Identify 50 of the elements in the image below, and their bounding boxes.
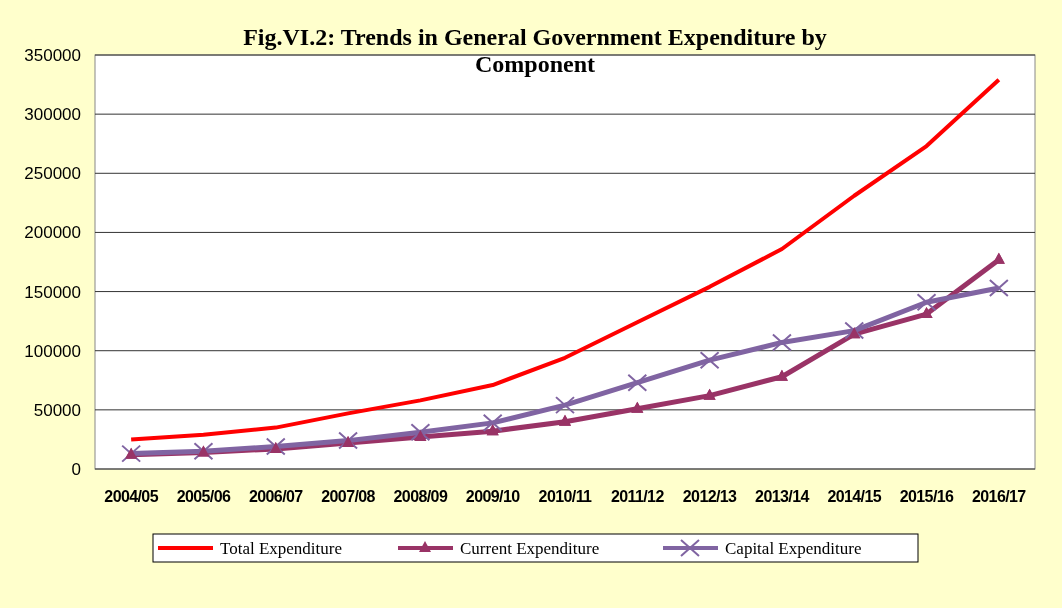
x-tick-label: 2011/12: [610, 488, 665, 505]
x-tick-label: 2004/05: [104, 488, 159, 505]
point: [988, 279, 1009, 298]
legend-label: Current Expenditure: [460, 538, 600, 558]
point: [265, 437, 286, 456]
x-tick-label: 2006/07: [248, 488, 304, 505]
point: [627, 373, 648, 392]
point: [775, 369, 788, 381]
point: [555, 396, 575, 415]
line-series: [129, 77, 1001, 442]
point: [631, 401, 644, 413]
x-tick-label: 2015/16: [899, 488, 955, 505]
x-tick-label: 2016/17: [972, 488, 1027, 505]
point: [193, 442, 214, 461]
y-tick-label: 300000: [24, 105, 81, 125]
point: [338, 431, 359, 450]
x-tick-label: 2007/08: [321, 488, 376, 505]
point: [269, 441, 282, 453]
point: [125, 447, 138, 459]
point: [771, 333, 792, 352]
x-tick-label: 2013/14: [755, 488, 810, 505]
x-tick-label: 2012/13: [682, 488, 738, 505]
point: [410, 423, 431, 442]
y-tick-label: 100000: [24, 341, 81, 361]
x-tick-label: 2009/10: [465, 488, 521, 505]
y-tick-label: 200000: [24, 223, 81, 243]
point: [414, 430, 427, 442]
y-tick-label: 150000: [24, 282, 81, 302]
point: [342, 435, 355, 447]
legend-label: Total Expenditure: [220, 538, 343, 558]
point: [121, 444, 142, 463]
y-tick-label: 0: [71, 459, 81, 479]
point: [848, 327, 861, 339]
point: [559, 414, 571, 426]
point: [486, 424, 499, 436]
point: [703, 388, 716, 400]
legend-label: Capital Expenditure: [725, 538, 862, 558]
point: [482, 413, 503, 432]
y-tick-label: 350000: [24, 45, 81, 65]
y-tick-label: 250000: [24, 164, 81, 184]
x-tick-label: 2008/09: [393, 488, 448, 505]
point: [844, 321, 865, 340]
point: [197, 445, 210, 457]
x-tick-label: 2014/15: [827, 488, 882, 505]
point: [699, 351, 720, 370]
chart-title: Fig.VI.2: Trends in General Government Expenditure by Component: [243, 24, 827, 77]
y-tick-label: 50000: [33, 400, 81, 420]
x-tick-label: 2005/06: [176, 488, 231, 505]
x-tick-label: 2010/11: [538, 488, 593, 505]
point: [916, 293, 937, 312]
